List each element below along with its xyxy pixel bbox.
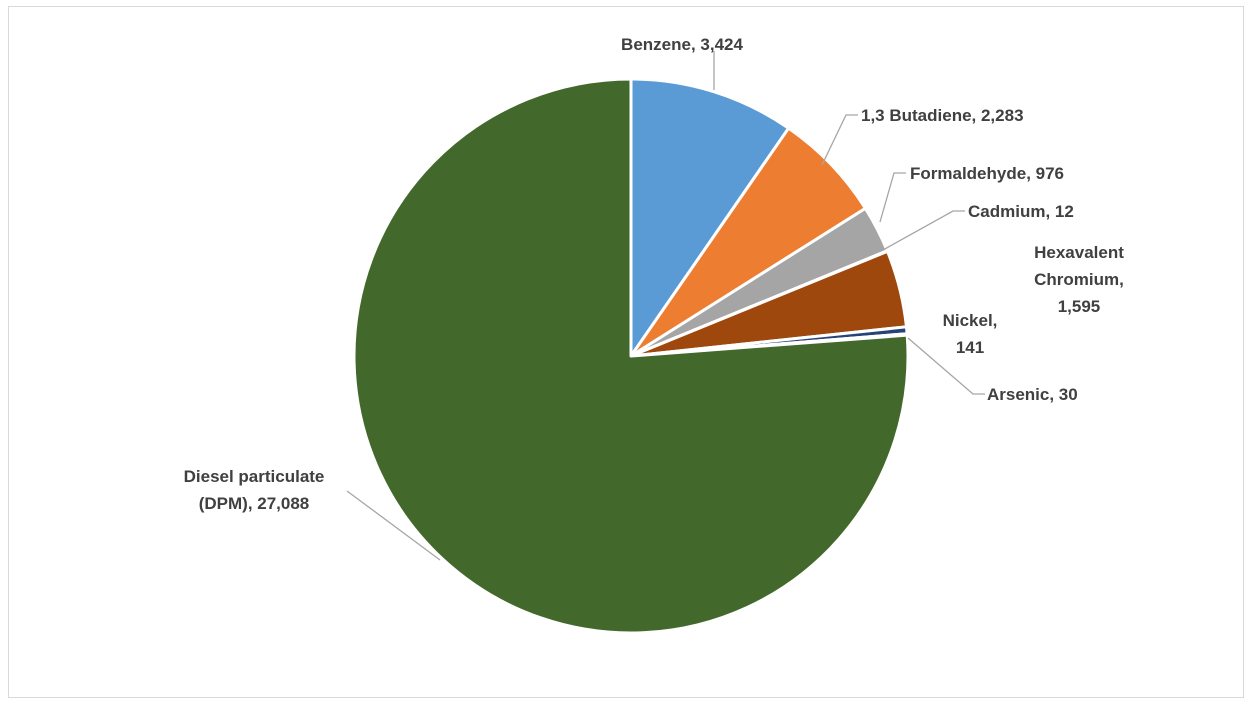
data-label-line: Benzene, 3,424 [621, 35, 743, 54]
data-label-line: Nickel, [943, 311, 998, 330]
leader-line [907, 337, 985, 395]
data-label-line: Hexavalent [1034, 243, 1124, 262]
data-label: Formaldehyde, 976 [910, 164, 1064, 183]
pie-slices [352, 77, 910, 635]
data-label: Arsenic, 30 [987, 385, 1078, 404]
data-label: 1,3 Butadiene, 2,283 [861, 106, 1024, 125]
leader-line [879, 172, 906, 223]
pie-slice-diesel-particulate-dpm [352, 77, 910, 635]
data-label: Benzene, 3,424 [621, 35, 743, 54]
data-label-line: Cadmium, 12 [968, 202, 1074, 221]
data-label-line: Diesel particulate [184, 467, 325, 486]
leader-lines [346, 51, 985, 561]
data-label-line: 1,3 Butadiene, 2,283 [861, 106, 1024, 125]
data-label: Cadmium, 12 [968, 202, 1074, 221]
data-label-line: 1,595 [1058, 297, 1101, 316]
data-label-line: Chromium, [1034, 270, 1124, 289]
pie-slice-benzene [629, 77, 791, 358]
leader-line [346, 490, 441, 561]
data-label-line: (DPM), 27,088 [199, 494, 310, 513]
data-label-line: Formaldehyde, 976 [910, 164, 1064, 183]
data-label: Hexavalent Chromium, 1,595 [1034, 243, 1124, 316]
data-label-line: Arsenic, 30 [987, 385, 1078, 404]
data-label-line: 141 [956, 338, 984, 357]
data-labels: Benzene, 3,424 1,3 Butadiene, 2,283 Formal… [184, 35, 1125, 513]
leader-line [882, 210, 965, 251]
pie-slice-1-3-butadiene [629, 126, 867, 358]
leader-line [821, 114, 858, 166]
data-label: Nickel, 141 [943, 311, 998, 357]
data-label: Diesel particulate (DPM), 27,088 [184, 467, 325, 513]
